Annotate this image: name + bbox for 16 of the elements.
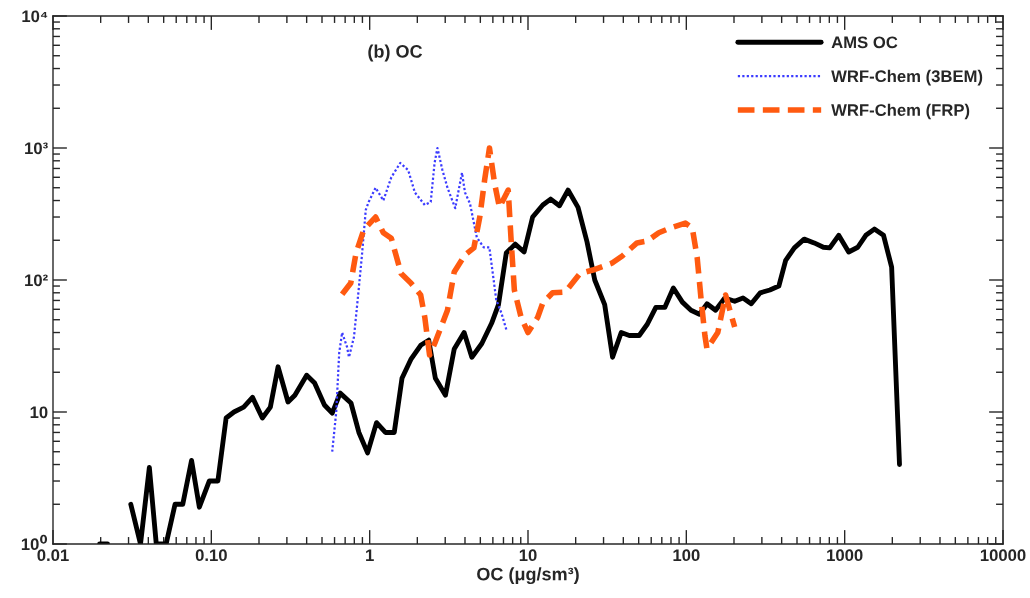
x-axis-title: OC (μg/sm³) bbox=[477, 567, 579, 585]
x-tick-label: 0.10 bbox=[195, 549, 227, 562]
x-tick-label: 100 bbox=[673, 549, 700, 562]
y-tick-label: 10² bbox=[25, 274, 48, 287]
legend-label: WRF-Chem (FRP) bbox=[831, 103, 970, 120]
x-tick-label: 0.01 bbox=[37, 549, 69, 562]
x-tick-label: 10000 bbox=[980, 549, 1026, 562]
y-tick-label: 10 bbox=[30, 406, 48, 419]
y-tick-label: 10⁴ bbox=[22, 10, 48, 23]
text: (b) OC bbox=[368, 44, 423, 62]
x-tick-label: 1000 bbox=[827, 549, 863, 562]
y-tick-label: 10³ bbox=[25, 142, 48, 155]
x-tick-label: 1 bbox=[366, 549, 374, 561]
legend-label: WRF-Chem (3BEM) bbox=[831, 69, 983, 86]
legend-label: AMS OC bbox=[831, 36, 898, 49]
x-tick-label: 10 bbox=[519, 549, 537, 562]
